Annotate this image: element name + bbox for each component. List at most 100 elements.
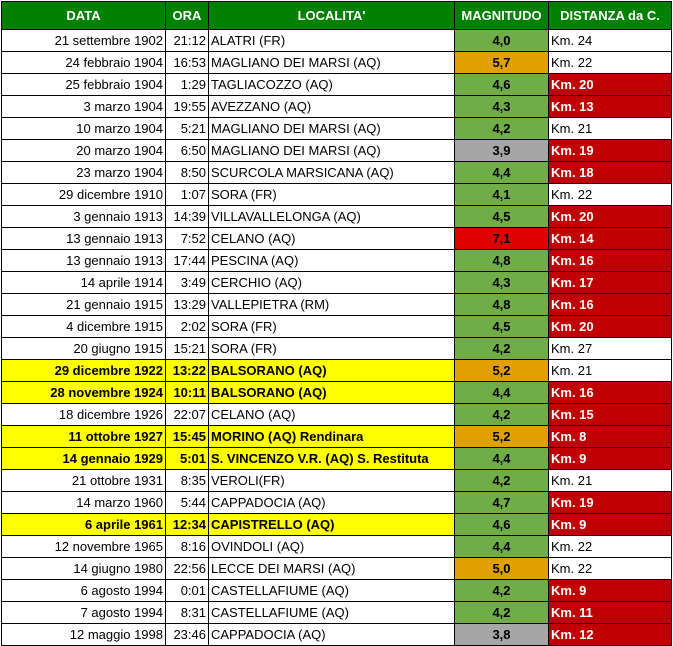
cell-ora: 21:12 <box>165 29 209 52</box>
cell-data: 13 gennaio 1913 <box>1 227 166 250</box>
cell-magnitudo: 5,7 <box>454 51 549 74</box>
header-localita: LOCALITA' <box>208 1 455 30</box>
cell-data: 14 giugno 1980 <box>1 557 166 580</box>
table-row: 25 febbraio 1904 1:29 TAGLIACOZZO (AQ) 4,6 K… <box>1 73 672 96</box>
cell-distanza: Km. 18 <box>548 161 672 184</box>
table-row: 29 dicembre 1922 13:22 BALSORANO (AQ) 5,2 Km… <box>1 359 672 382</box>
cell-data: 14 gennaio 1929 <box>1 447 166 470</box>
table-row: 29 dicembre 1910 1:07 SORA (FR) 4,1 Km. 22 <box>1 183 672 206</box>
cell-magnitudo: 4,8 <box>454 293 549 316</box>
cell-localita: CELANO (AQ) <box>208 227 455 250</box>
table-row: 21 gennaio 1915 13:29 VALLEPIETRA (RM) 4,8 K… <box>1 293 672 316</box>
cell-data: 14 aprile 1914 <box>1 271 166 294</box>
cell-distanza: Km. 16 <box>548 381 672 404</box>
table-row: 10 marzo 1904 5:21 MAGLIANO DEI MARSI (AQ)… <box>1 117 672 140</box>
cell-localita: SORA (FR) <box>208 337 455 360</box>
cell-magnitudo: 4,4 <box>454 161 549 184</box>
table-row: 14 aprile 1914 3:49 CERCHIO (AQ) 4,3 Km. 17 <box>1 271 672 294</box>
cell-localita: MAGLIANO DEI MARSI (AQ) <box>208 117 455 140</box>
table-row: 21 settembre 1902 21:12 ALATRI (FR) 4,0 Km. … <box>1 29 672 52</box>
cell-ora: 22:56 <box>165 557 209 580</box>
cell-ora: 2:02 <box>165 315 209 338</box>
table-row: 14 giugno 1980 22:56 LECCE DEI MARSI (AQ) 5… <box>1 557 672 580</box>
table-row: 20 giugno 1915 15:21 SORA (FR) 4,2 Km. 27 <box>1 337 672 360</box>
header-magnitudo: MAGNITUDO <box>454 1 549 30</box>
cell-distanza: Km. 9 <box>548 579 672 602</box>
cell-data: 13 gennaio 1913 <box>1 249 166 272</box>
cell-data: 28 novembre 1924 <box>1 381 166 404</box>
table-row: 23 marzo 1904 8:50 SCURCOLA MARSICANA (AQ)… <box>1 161 672 184</box>
cell-data: 25 febbraio 1904 <box>1 73 166 96</box>
cell-distanza: Km. 16 <box>548 293 672 316</box>
cell-ora: 3:49 <box>165 271 209 294</box>
cell-distanza: Km. 15 <box>548 403 672 426</box>
cell-magnitudo: 4,1 <box>454 183 549 206</box>
cell-data: 29 dicembre 1910 <box>1 183 166 206</box>
cell-distanza: Km. 22 <box>548 557 672 580</box>
cell-magnitudo: 7,1 <box>454 227 549 250</box>
table-row: 6 agosto 1994 0:01 CASTELLAFIUME (AQ) 4,2 Km… <box>1 579 672 602</box>
table-row: 7 agosto 1994 8:31 CASTELLAFIUME (AQ) 4,2 Km… <box>1 601 672 624</box>
cell-distanza: Km. 9 <box>548 513 672 536</box>
cell-magnitudo: 4,6 <box>454 513 549 536</box>
cell-data: 29 dicembre 1922 <box>1 359 166 382</box>
header-data: DATA <box>1 1 166 30</box>
cell-ora: 15:21 <box>165 337 209 360</box>
cell-distanza: Km. 11 <box>548 601 672 624</box>
cell-localita: CERCHIO (AQ) <box>208 271 455 294</box>
cell-ora: 13:22 <box>165 359 209 382</box>
cell-localita: BALSORANO (AQ) <box>208 381 455 404</box>
cell-data: 20 marzo 1904 <box>1 139 166 162</box>
cell-magnitudo: 4,5 <box>454 205 549 228</box>
cell-data: 12 maggio 1998 <box>1 623 166 646</box>
table-row: 14 gennaio 1929 5:01 S. VINCENZO V.R. (AQ)… <box>1 447 672 470</box>
cell-data: 21 ottobre 1931 <box>1 469 166 492</box>
cell-magnitudo: 4,2 <box>454 601 549 624</box>
cell-distanza: Km. 22 <box>548 183 672 206</box>
table-header: DATA ORA LOCALITA' MAGNITUDO DISTANZA da… <box>1 1 672 30</box>
table-row: 20 marzo 1904 6:50 MAGLIANO DEI MARSI (AQ)… <box>1 139 672 162</box>
cell-magnitudo: 4,2 <box>454 579 549 602</box>
cell-localita: VILLAVALLELONGA (AQ) <box>208 205 455 228</box>
cell-data: 11 ottobre 1927 <box>1 425 166 448</box>
cell-localita: TAGLIACOZZO (AQ) <box>208 73 455 96</box>
cell-distanza: Km. 9 <box>548 447 672 470</box>
cell-ora: 19:55 <box>165 95 209 118</box>
cell-ora: 5:44 <box>165 491 209 514</box>
header-row: DATA ORA LOCALITA' MAGNITUDO DISTANZA da… <box>1 1 672 30</box>
cell-localita: CAPPADOCIA (AQ) <box>208 491 455 514</box>
table-row: 28 novembre 1924 10:11 BALSORANO (AQ) 4,4 Km… <box>1 381 672 404</box>
cell-data: 18 dicembre 1926 <box>1 403 166 426</box>
table-row: 12 novembre 1965 8:16 OVINDOLI (AQ) 4,4 Km. … <box>1 535 672 558</box>
cell-magnitudo: 4,6 <box>454 73 549 96</box>
header-distanza: DISTANZA da C. <box>548 1 672 30</box>
cell-localita: VEROLI(FR) <box>208 469 455 492</box>
cell-distanza: Km. 22 <box>548 535 672 558</box>
cell-magnitudo: 4,2 <box>454 337 549 360</box>
cell-data: 3 marzo 1904 <box>1 95 166 118</box>
cell-localita: CAPPADOCIA (AQ) <box>208 623 455 646</box>
cell-distanza: Km. 20 <box>548 315 672 338</box>
cell-data: 20 giugno 1915 <box>1 337 166 360</box>
cell-ora: 10:11 <box>165 381 209 404</box>
cell-localita: LECCE DEI MARSI (AQ) <box>208 557 455 580</box>
cell-magnitudo: 4,2 <box>454 403 549 426</box>
table-row: 18 dicembre 1926 22:07 CELANO (AQ) 4,2 Km. 1… <box>1 403 672 426</box>
cell-magnitudo: 5,2 <box>454 359 549 382</box>
cell-localita: CASTELLAFIUME (AQ) <box>208 579 455 602</box>
table-row: 3 marzo 1904 19:55 AVEZZANO (AQ) 4,3 Km. 13 <box>1 95 672 118</box>
header-ora: ORA <box>165 1 209 30</box>
cell-distanza: Km. 19 <box>548 139 672 162</box>
cell-magnitudo: 4,2 <box>454 117 549 140</box>
table-row: 3 gennaio 1913 14:39 VILLAVALLELONGA (AQ) 4… <box>1 205 672 228</box>
cell-distanza: Km. 12 <box>548 623 672 646</box>
cell-magnitudo: 4,3 <box>454 95 549 118</box>
cell-ora: 5:01 <box>165 447 209 470</box>
cell-magnitudo: 4,4 <box>454 381 549 404</box>
cell-ora: 15:45 <box>165 425 209 448</box>
cell-data: 3 gennaio 1913 <box>1 205 166 228</box>
table-row: 6 aprile 1961 12:34 CAPISTRELLO (AQ) 4,6 Km.… <box>1 513 672 536</box>
cell-data: 23 marzo 1904 <box>1 161 166 184</box>
